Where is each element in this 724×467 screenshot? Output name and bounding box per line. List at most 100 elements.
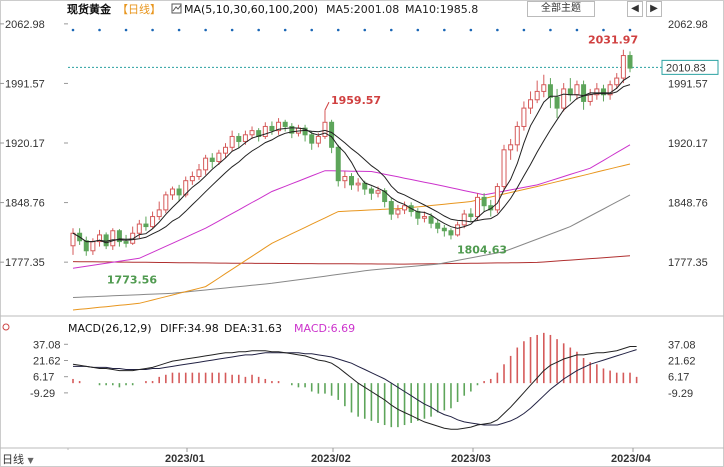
candle-body bbox=[302, 127, 308, 136]
y-tick-right: 1920.17 bbox=[668, 138, 708, 150]
candle-body bbox=[547, 84, 553, 98]
macd-diff: DIFF:34.98 bbox=[160, 322, 219, 335]
topic-select[interactable]: 全部主题 bbox=[527, 1, 595, 17]
candle-body bbox=[395, 209, 401, 215]
candle-body bbox=[594, 88, 600, 96]
y-tick-right: 1777.35 bbox=[668, 257, 708, 269]
candle-body bbox=[620, 55, 626, 79]
candle bbox=[448, 228, 454, 240]
candle-body bbox=[587, 94, 593, 102]
signal-dot bbox=[151, 28, 154, 32]
candle bbox=[116, 229, 122, 247]
candle bbox=[83, 236, 89, 256]
candle-body bbox=[156, 209, 162, 218]
candle-body bbox=[614, 77, 620, 86]
y-tick-left: 1777.35 bbox=[5, 257, 45, 269]
nav-prev-button[interactable]: ◀ bbox=[627, 1, 643, 17]
macd-value: MACD:6.69 bbox=[294, 322, 355, 335]
macd-y-tick-left: -9.29 bbox=[30, 388, 55, 400]
candle bbox=[435, 219, 441, 234]
candle bbox=[514, 121, 520, 152]
candle-body bbox=[315, 135, 321, 144]
candle bbox=[421, 211, 427, 223]
candle bbox=[368, 186, 374, 200]
candle bbox=[196, 164, 202, 180]
candle bbox=[189, 171, 195, 185]
signal-dot bbox=[443, 28, 446, 32]
signal-dot bbox=[177, 28, 181, 32]
candle bbox=[90, 238, 96, 255]
candle-body bbox=[83, 240, 89, 252]
signal-dot bbox=[230, 28, 234, 32]
candle bbox=[594, 83, 600, 100]
candle-body bbox=[501, 149, 507, 188]
ma10-line bbox=[72, 84, 631, 243]
candle-body bbox=[236, 135, 242, 142]
candle-body bbox=[322, 121, 328, 137]
signal-dot bbox=[124, 28, 128, 32]
candle bbox=[528, 91, 534, 114]
candle-body bbox=[143, 223, 149, 228]
candle bbox=[547, 78, 553, 109]
candle bbox=[474, 193, 480, 220]
signal-dot bbox=[549, 28, 552, 32]
candle bbox=[150, 211, 156, 229]
candle-body bbox=[216, 152, 222, 162]
macd-histogram bbox=[72, 332, 638, 428]
price-annotation: 1773.56 bbox=[107, 273, 157, 286]
signal-dot bbox=[389, 28, 393, 32]
nav-next-button[interactable]: ▶ bbox=[646, 1, 662, 17]
signal-dot bbox=[416, 28, 420, 32]
candle bbox=[455, 221, 461, 237]
candle-body bbox=[242, 134, 248, 142]
candle-body bbox=[600, 88, 606, 96]
candle-body bbox=[150, 216, 156, 228]
candle bbox=[554, 88, 560, 119]
period-tag: 【日线】 bbox=[117, 2, 161, 16]
period-switch[interactable]: 日线 ▼ bbox=[2, 451, 34, 467]
candle bbox=[627, 51, 633, 73]
candle-body bbox=[163, 194, 169, 211]
candle-body bbox=[116, 230, 122, 243]
signal-dot bbox=[522, 28, 526, 32]
candle-body bbox=[402, 205, 408, 211]
candle-body bbox=[368, 188, 374, 194]
candle bbox=[587, 88, 593, 106]
candle bbox=[236, 133, 242, 149]
candle-body bbox=[90, 241, 96, 252]
candle bbox=[130, 226, 136, 245]
ma30-line bbox=[72, 144, 631, 269]
candle bbox=[276, 118, 282, 135]
candle bbox=[468, 208, 474, 222]
candle-body bbox=[130, 232, 136, 244]
candle bbox=[508, 138, 514, 160]
candle-body bbox=[282, 121, 288, 127]
candle-body bbox=[309, 134, 315, 144]
signal-dot bbox=[496, 28, 499, 32]
ma60-line bbox=[72, 163, 631, 311]
nav-prev-icon: ◀ bbox=[631, 3, 639, 14]
candle bbox=[541, 74, 547, 98]
candle-body bbox=[176, 188, 182, 196]
candle-body bbox=[534, 90, 540, 101]
candle bbox=[216, 149, 222, 165]
macd-y-tick-left: 21.62 bbox=[33, 355, 61, 367]
candle bbox=[521, 101, 527, 131]
candle bbox=[163, 191, 169, 214]
candle bbox=[302, 124, 308, 142]
candle-body bbox=[581, 84, 587, 102]
price-annotation: 2031.97 bbox=[588, 34, 638, 47]
candle bbox=[620, 49, 626, 84]
topic-select-label: 全部主题 bbox=[541, 3, 581, 14]
candle bbox=[97, 229, 103, 247]
candle-body bbox=[474, 196, 480, 218]
price-annotation: 1804.63 bbox=[457, 243, 507, 256]
signal-dot bbox=[336, 28, 340, 32]
candle-body bbox=[435, 222, 441, 229]
period-label: 日线 bbox=[2, 453, 24, 466]
candle-body bbox=[382, 190, 388, 203]
ma200-line bbox=[72, 255, 631, 265]
signal-dot bbox=[602, 28, 605, 32]
macd-y-tick-left: 37.08 bbox=[33, 339, 61, 351]
candle-body bbox=[183, 180, 189, 196]
